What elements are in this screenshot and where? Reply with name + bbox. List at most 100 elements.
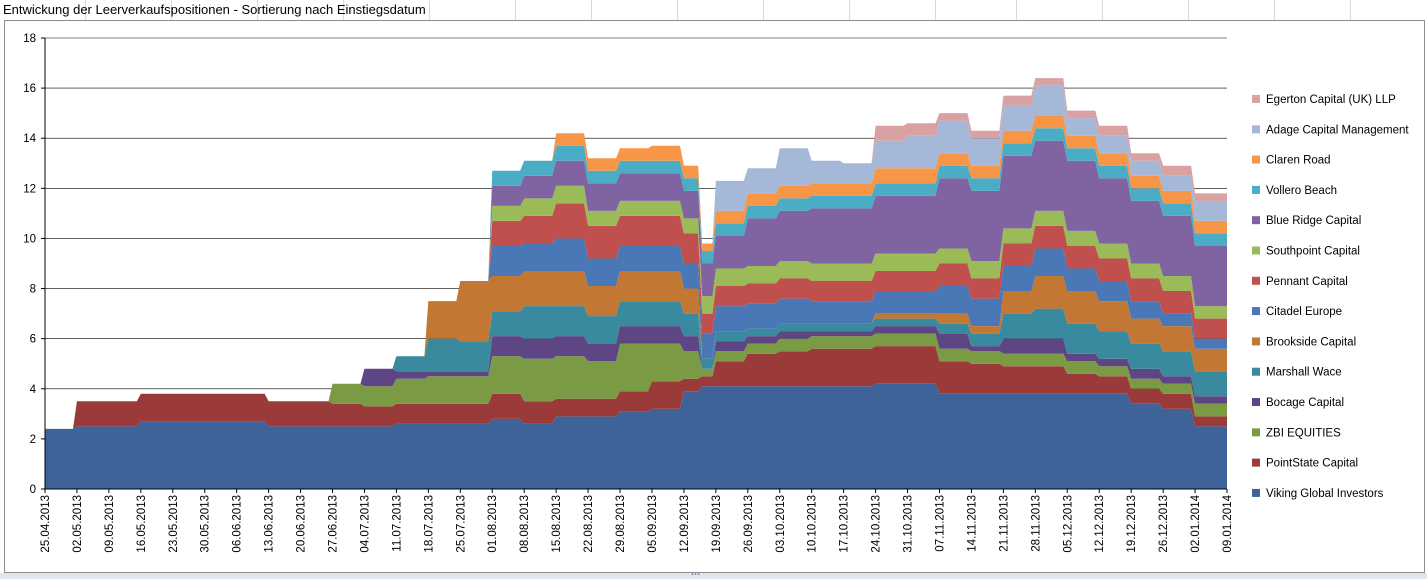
column-divider — [591, 0, 592, 20]
legend-item: Bocage Capital — [1252, 397, 1344, 409]
legend-swatch — [1252, 428, 1260, 437]
chart-area[interactable]: 0 2 4 6 8 10 12 14 16 18 25.04.2013 02.05.2013 09.0… — [4, 20, 1425, 573]
x-tick-label: 06.06.2013 — [232, 495, 244, 553]
x-tick-label: 15.08.2013 — [551, 495, 563, 553]
x-tick-label: 25.04.2013 — [40, 495, 52, 553]
legend-item: Southpoint Capital — [1252, 246, 1360, 258]
legend-swatch — [1252, 367, 1260, 376]
legend-item: Adage Capital Management — [1252, 124, 1409, 136]
x-tick-label: 25.07.2013 — [455, 495, 467, 553]
x-tick-label: 16.05.2013 — [136, 495, 148, 553]
column-divider — [849, 0, 850, 20]
y-tick-label: 18 — [23, 33, 36, 45]
x-tick-label: 28.11.2013 — [1030, 495, 1042, 552]
sheet-scroll-strip[interactable] — [0, 573, 1427, 579]
x-tick-label: 22.08.2013 — [583, 495, 595, 553]
legend-label: Claren Road — [1266, 155, 1331, 167]
x-tick-label: 19.09.2013 — [711, 495, 723, 553]
x-tick-label: 13.06.2013 — [264, 495, 276, 553]
x-tick-label: 03.10.2013 — [775, 495, 787, 553]
y-tick-label: 0 — [30, 484, 36, 496]
legend-label: Egerton Capital (UK) LLP — [1266, 94, 1396, 106]
spreadsheet-column-lines — [0, 0, 1427, 20]
column-divider — [343, 0, 344, 20]
column-divider — [1274, 0, 1275, 20]
y-tick-label: 6 — [30, 334, 36, 346]
legend-swatch — [1252, 155, 1260, 164]
legend-label: Southpoint Capital — [1266, 246, 1360, 258]
chart-sheet-title: Entwickung der Leerverkaufspositionen - … — [3, 2, 426, 17]
x-tick-label: 02.01.2014 — [1190, 494, 1202, 552]
legend-item: Vollero Beach — [1252, 185, 1337, 197]
legend-label: PointState Capital — [1266, 458, 1358, 470]
legend-label: Blue Ridge Capital — [1266, 215, 1361, 227]
x-axis-ticks: 25.04.2013 02.05.2013 09.05.2013 16.05.2013… — [40, 489, 1234, 553]
x-tick-label: 18.07.2013 — [423, 495, 435, 553]
column-divider — [429, 0, 430, 20]
x-tick-label: 26.12.2013 — [1158, 495, 1170, 553]
column-divider — [171, 0, 172, 20]
column-divider — [677, 0, 678, 20]
series-area-9 — [45, 140, 1227, 429]
legend-swatch — [1252, 216, 1260, 225]
series-areas — [45, 78, 1227, 489]
column-divider — [1016, 0, 1017, 20]
x-tick-label: 07.11.2013 — [934, 495, 946, 552]
x-tick-label: 01.08.2013 — [487, 495, 499, 553]
legend-item: Pennant Capital — [1252, 276, 1348, 288]
legend: Egerton Capital (UK) LLP Adage Capital Ma… — [1252, 94, 1409, 500]
x-tick-label: 21.11.2013 — [998, 495, 1010, 552]
y-axis-ticks: 0 2 4 6 8 10 12 14 16 18 — [23, 33, 45, 496]
column-divider — [1350, 0, 1351, 20]
legend-swatch — [1252, 276, 1260, 285]
column-divider — [1102, 0, 1103, 20]
series-area-1 — [45, 346, 1227, 429]
x-tick-label: 11.07.2013 — [391, 495, 403, 552]
legend-label: Adage Capital Management — [1266, 124, 1409, 136]
x-tick-label: 26.09.2013 — [743, 495, 755, 553]
legend-label: Brookside Capital — [1266, 336, 1356, 348]
y-tick-label: 8 — [30, 284, 36, 296]
x-tick-label: 09.05.2013 — [104, 495, 116, 553]
legend-item: Citadel Europe — [1252, 306, 1342, 318]
legend-item: Viking Global Investors — [1252, 488, 1384, 500]
x-tick-label: 12.12.2013 — [1094, 495, 1106, 553]
x-tick-label: 09.01.2014 — [1222, 494, 1234, 552]
x-tick-label: 29.08.2013 — [615, 495, 627, 553]
legend-label: Viking Global Investors — [1266, 488, 1384, 500]
column-divider — [1188, 0, 1189, 20]
series-area-2 — [45, 333, 1227, 429]
legend-label: Marshall Wace — [1266, 367, 1342, 379]
legend-item: Claren Road — [1252, 155, 1331, 167]
x-tick-label: 30.05.2013 — [200, 495, 212, 553]
axes — [44, 38, 1227, 490]
x-tick-label: 17.10.2013 — [839, 495, 851, 553]
x-tick-label: 24.10.2013 — [871, 495, 883, 553]
x-tick-label: 02.05.2013 — [72, 495, 84, 553]
y-tick-label: 14 — [23, 133, 36, 145]
legend-swatch — [1252, 458, 1260, 467]
x-tick-label: 19.12.2013 — [1126, 495, 1138, 553]
legend-swatch — [1252, 185, 1260, 194]
legend-item: PointState Capital — [1252, 458, 1358, 470]
stacked-area-chart: 0 2 4 6 8 10 12 14 16 18 25.04.2013 02.05.2013 09.0… — [23, 33, 1409, 553]
x-tick-label: 10.10.2013 — [807, 495, 819, 553]
column-divider — [763, 0, 764, 20]
x-tick-label: 05.12.2013 — [1062, 495, 1074, 553]
legend-swatch — [1252, 246, 1260, 255]
legend-item: ZBI EQUITIES — [1252, 427, 1341, 439]
x-tick-label: 23.05.2013 — [168, 495, 180, 553]
y-tick-label: 2 — [30, 434, 36, 446]
legend-item: Brookside Capital — [1252, 336, 1356, 348]
legend-label: Pennant Capital — [1266, 276, 1348, 288]
legend-swatch — [1252, 307, 1260, 316]
legend-swatch — [1252, 95, 1260, 103]
resize-handle-icon[interactable]: ▪▪▪ — [691, 572, 701, 578]
x-tick-label: 12.09.2013 — [679, 495, 691, 553]
legend-swatch — [1252, 337, 1260, 346]
legend-item: Marshall Wace — [1252, 367, 1342, 379]
legend-label: Bocage Capital — [1266, 397, 1344, 409]
legend-swatch — [1252, 125, 1260, 134]
y-tick-label: 10 — [23, 233, 36, 245]
x-tick-label: 05.09.2013 — [647, 495, 659, 553]
